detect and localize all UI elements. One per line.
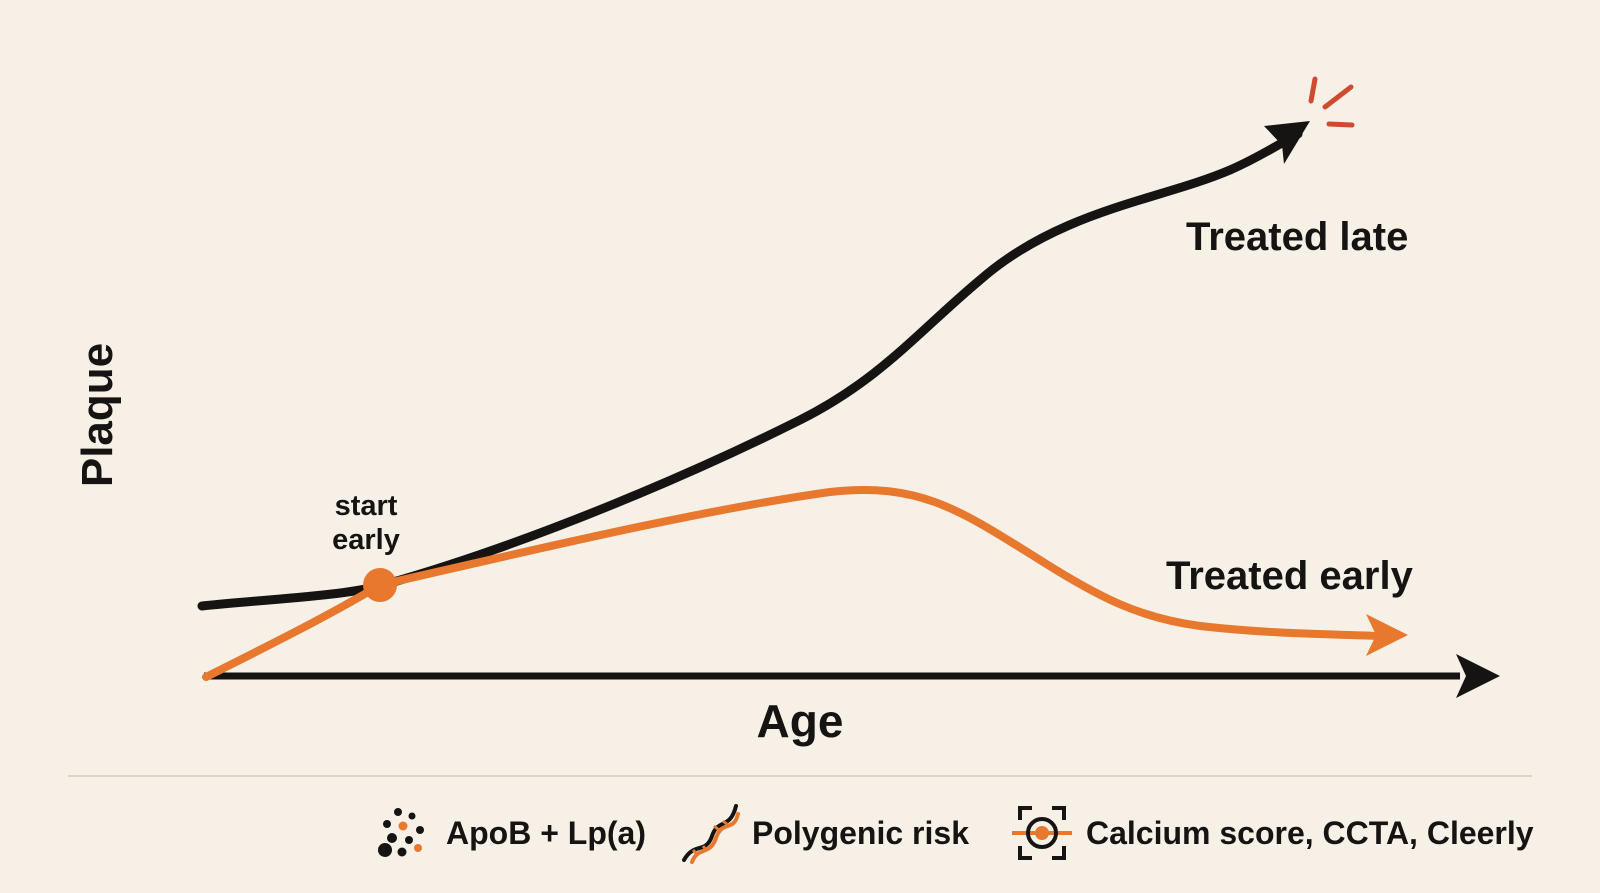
legend-item-apob: ApoB + Lp(a) xyxy=(376,798,646,868)
dna-icon xyxy=(682,804,740,864)
treated-early-arrowhead xyxy=(1366,614,1408,656)
start-early-label-line2: early xyxy=(332,524,400,556)
legend-label-apob: ApoB + Lp(a) xyxy=(446,814,646,851)
treated-early-label: Treated early xyxy=(1166,554,1414,598)
treated-late-label: Treated late xyxy=(1186,215,1408,259)
legend: ApoB + Lp(a) Polygenic risk Calcium scor… xyxy=(0,798,1600,868)
particles-icon xyxy=(378,808,424,857)
x-axis-label: Age xyxy=(757,695,844,747)
x-axis-arrowhead xyxy=(1456,654,1500,698)
x-axis xyxy=(204,654,1500,698)
legend-item-polygenic: Polygenic risk xyxy=(678,798,969,868)
treated-late-arrowhead xyxy=(1264,121,1310,164)
legend-label-calcium: Calcium score, CCTA, Cleerly xyxy=(1086,814,1534,851)
start-early-marker xyxy=(363,568,397,602)
y-axis-label: Plaque xyxy=(73,343,122,487)
start-early-label-line1: start xyxy=(335,490,398,522)
legend-item-calcium: Calcium score, CCTA, Cleerly xyxy=(1010,798,1534,868)
rupture-burst-icon xyxy=(1308,76,1355,128)
legend-label-polygenic: Polygenic risk xyxy=(752,814,969,851)
scan-target-icon xyxy=(1012,806,1072,860)
